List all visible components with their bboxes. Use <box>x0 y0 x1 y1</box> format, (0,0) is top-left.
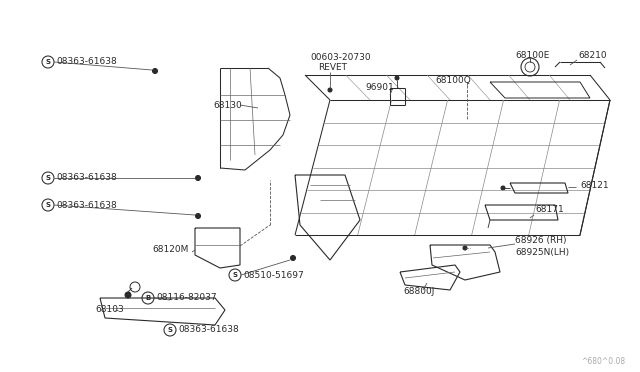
Text: 08363-61638: 08363-61638 <box>178 326 239 334</box>
Text: 08116-82037: 08116-82037 <box>156 294 216 302</box>
Text: 68103: 68103 <box>95 305 124 314</box>
Circle shape <box>229 269 241 281</box>
Text: 08363-61638: 08363-61638 <box>56 201 116 209</box>
Circle shape <box>42 56 54 68</box>
Text: 08510-51697: 08510-51697 <box>243 270 304 279</box>
Text: S: S <box>168 327 173 333</box>
Circle shape <box>125 292 131 298</box>
Text: 68100Q: 68100Q <box>435 76 471 84</box>
Circle shape <box>501 186 505 190</box>
Circle shape <box>328 88 332 92</box>
Text: 68925N(LH): 68925N(LH) <box>515 247 569 257</box>
Circle shape <box>195 176 200 180</box>
Text: S: S <box>45 175 51 181</box>
Text: 68100E: 68100E <box>515 51 549 60</box>
Text: S: S <box>232 272 237 278</box>
Text: 08363-61638: 08363-61638 <box>56 173 116 183</box>
Text: 68800J: 68800J <box>403 288 435 296</box>
Text: 68120M: 68120M <box>152 246 188 254</box>
Text: 00603-20730: 00603-20730 <box>310 52 371 61</box>
Text: 08363-61638: 08363-61638 <box>56 58 116 67</box>
Text: ^680^0.08: ^680^0.08 <box>581 357 625 366</box>
Circle shape <box>152 68 157 74</box>
Circle shape <box>42 199 54 211</box>
Circle shape <box>42 172 54 184</box>
Text: REVET: REVET <box>318 64 347 73</box>
Circle shape <box>195 214 200 218</box>
Circle shape <box>164 324 176 336</box>
Text: 68121: 68121 <box>580 180 609 189</box>
Circle shape <box>463 246 467 250</box>
Text: 68926 (RH): 68926 (RH) <box>515 235 566 244</box>
Text: 96901: 96901 <box>365 83 394 93</box>
Text: 68210: 68210 <box>578 51 607 60</box>
Text: S: S <box>45 59 51 65</box>
Circle shape <box>142 292 154 304</box>
Text: 68171: 68171 <box>535 205 564 215</box>
Circle shape <box>291 256 296 260</box>
Text: B: B <box>145 295 150 301</box>
Text: 68130: 68130 <box>213 100 242 109</box>
Text: S: S <box>45 202 51 208</box>
Circle shape <box>395 76 399 80</box>
